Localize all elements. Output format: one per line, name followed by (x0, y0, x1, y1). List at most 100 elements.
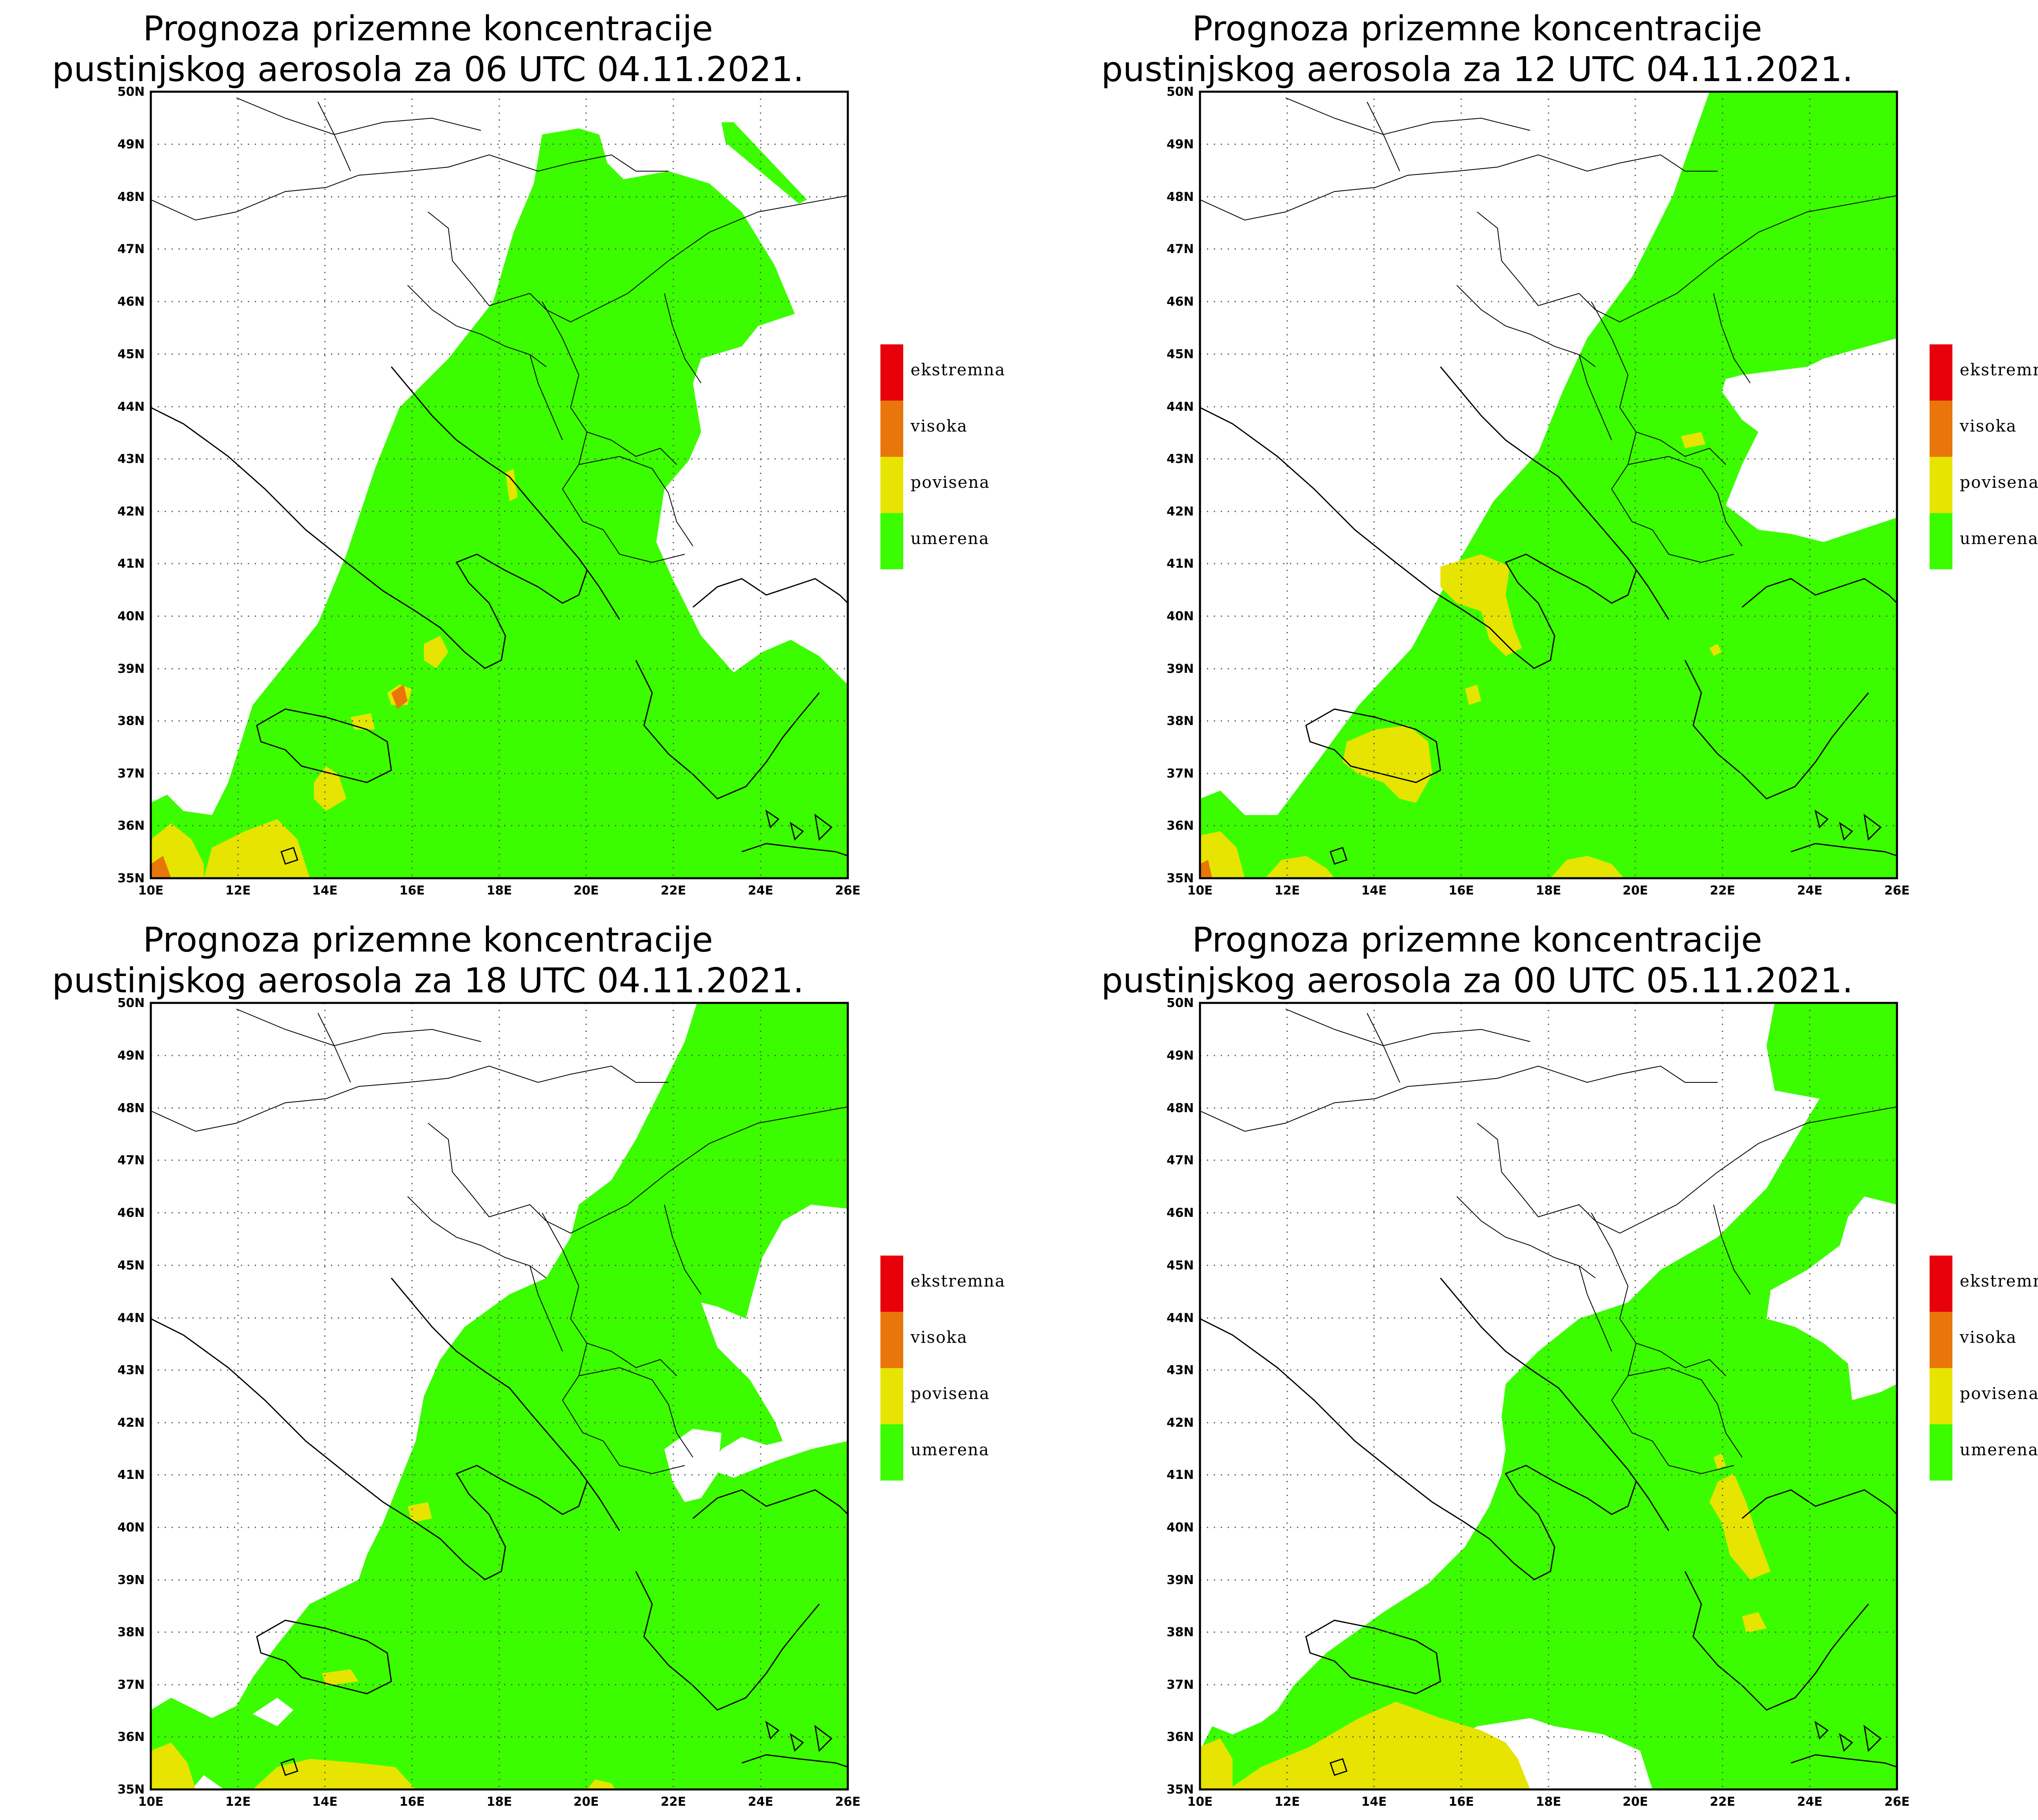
legend-label: visoka (1960, 417, 2017, 436)
coastline (1742, 1489, 1897, 1519)
coastline (256, 708, 392, 783)
country-border (1713, 1204, 1751, 1295)
lat-label: 47N (117, 1153, 145, 1168)
legend-swatch (880, 457, 903, 513)
legend-swatch (880, 1368, 903, 1424)
legend-item-ekstremna: ekstremna (880, 344, 1005, 401)
lat-label: 36N (117, 819, 145, 833)
lat-label: 49N (1167, 137, 1194, 152)
legend-item-povisena: povisena (880, 1368, 995, 1424)
country-border (664, 293, 701, 383)
lat-label: 42N (117, 505, 145, 519)
country-border (428, 1123, 547, 1221)
coastline (693, 1489, 848, 1519)
lat-label: 45N (1167, 1258, 1194, 1273)
lon-label: 16E (1449, 884, 1474, 898)
coastline (741, 843, 848, 857)
country-border (529, 354, 563, 441)
lon-axis: 10E 12E 14E 16E 18E 20E 22E 24E 26E (1187, 1795, 1910, 1809)
country-border (236, 1009, 481, 1047)
lon-label: 26E (1884, 884, 1910, 898)
coastline (765, 1721, 833, 1752)
umerena-area (151, 128, 848, 878)
lat-label: 41N (1167, 557, 1194, 571)
coastline (390, 366, 620, 620)
country-border (318, 101, 351, 172)
lon-label: 10E (1187, 884, 1213, 898)
legend-swatch (1930, 457, 1952, 513)
lat-label: 40N (117, 609, 145, 624)
lon-label: 14E (312, 884, 337, 898)
lon-label: 20E (573, 1795, 599, 1809)
lat-label: 50N (1167, 85, 1194, 99)
legend-swatch (880, 1256, 903, 1312)
legend-label: ekstremna (1960, 1272, 2038, 1291)
coastline (741, 1754, 848, 1768)
lat-label: 49N (1167, 1049, 1194, 1063)
coastline (280, 847, 298, 865)
lat-label: 44N (117, 1311, 145, 1325)
country-border (1579, 354, 1612, 441)
country-border (1285, 97, 1531, 135)
legend-swatch (1930, 401, 1952, 457)
lat-label: 50N (117, 996, 145, 1010)
lon-label: 18E (487, 884, 512, 898)
povisena-area (151, 1743, 196, 1789)
lat-label: 42N (1167, 1416, 1194, 1430)
lat-label: 43N (1167, 452, 1194, 466)
map-title-line1: Prognoza prizemne koncentracije (143, 920, 713, 960)
map-frame (1199, 1002, 1898, 1791)
country-border (318, 1013, 351, 1083)
lat-label: 37N (1167, 767, 1194, 781)
lat-label: 36N (1167, 819, 1194, 833)
lat-label: 38N (1167, 714, 1194, 728)
coastline (1200, 1318, 1637, 1580)
lat-label: 35N (117, 871, 145, 886)
legend-swatch (880, 1424, 903, 1481)
lat-label: 44N (117, 400, 145, 414)
lat-label: 43N (1167, 1363, 1194, 1377)
lat-label: 37N (1167, 1678, 1194, 1692)
coastline (1791, 1754, 1897, 1768)
country-border (1200, 154, 1718, 221)
legend-swatch (1930, 1256, 1952, 1312)
lat-axis: 50N 49N 48N 47N 46N 45N 44N 43N 42N 41N … (117, 85, 145, 886)
map-title-line2: pustinjskog aerosola za 18 UTC 04.11.202… (52, 961, 804, 1000)
legend-label: umerena (911, 1441, 990, 1459)
lon-axis: 10E 12E 14E 16E 18E 20E 22E 24E 26E (138, 1795, 860, 1809)
forecast-map: 50N 49N 48N 47N 46N 45N 44N 43N 42N 41N … (117, 85, 860, 898)
lon-label: 22E (661, 884, 686, 898)
lat-label: 39N (117, 1573, 145, 1587)
map-title: Prognoza prizemne koncentracije pustinjs… (0, 8, 856, 90)
lat-label: 48N (117, 190, 145, 204)
lat-label: 35N (1167, 871, 1194, 886)
lat-label: 46N (1167, 1206, 1194, 1220)
country-border (546, 1106, 848, 1234)
lat-label: 38N (117, 714, 145, 728)
legend-swatch (880, 513, 903, 569)
lat-label: 43N (117, 1363, 145, 1377)
povisena-area (1714, 1453, 1726, 1470)
map-panel-18utc: Prognoza prizemne koncentracije pustinjs… (0, 911, 1043, 1820)
lat-label: 42N (117, 1416, 145, 1430)
map-title: Prognoza prizemne koncentracije pustinjs… (1049, 919, 1905, 1001)
coastline (1330, 1758, 1348, 1776)
legend-label: umerena (1960, 529, 2038, 548)
lat-label: 48N (1167, 1101, 1194, 1115)
lat-label: 37N (117, 767, 145, 781)
lon-label: 12E (225, 884, 251, 898)
coastline (390, 1278, 620, 1531)
povisena-area (1200, 1738, 1233, 1789)
lat-label: 44N (1167, 400, 1194, 414)
legend-label: umerena (911, 529, 990, 548)
lon-axis: 10E 12E 14E 16E 18E 20E 22E 24E 26E (138, 884, 860, 898)
lon-label: 12E (225, 1795, 251, 1809)
lat-label: 36N (117, 1730, 145, 1744)
map-frame (150, 1002, 849, 1791)
povisena-area (1229, 1702, 1530, 1789)
coastline (1305, 1619, 1441, 1694)
lon-label: 24E (748, 1795, 773, 1809)
povisena-area (314, 766, 346, 811)
country-border (542, 1212, 685, 1474)
map-panel-00utc: Prognoza prizemne koncentracije pustinjs… (1049, 911, 2038, 1820)
